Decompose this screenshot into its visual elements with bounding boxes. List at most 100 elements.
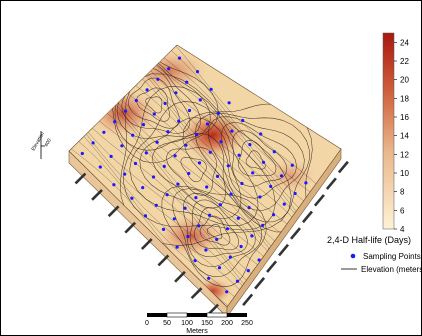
sampling-point-legend-marker	[350, 253, 356, 259]
sampling-point-5	[161, 227, 166, 231]
sampling-point-85	[248, 143, 252, 147]
sampling-point-0	[80, 151, 84, 156]
sampling-point-71	[174, 91, 178, 95]
contour-line	[113, 107, 272, 264]
contour-line	[194, 207, 239, 251]
sampling-point-22	[133, 161, 138, 166]
sampling-point-40	[123, 109, 128, 113]
right-axis-tick	[337, 160, 349, 174]
sampling-point-32	[144, 151, 148, 155]
scale-seg-1	[147, 313, 167, 317]
colorbar-tick-label-9: 6	[400, 206, 405, 215]
colorbar	[382, 32, 395, 230]
sampling-point-8	[207, 276, 211, 280]
sampling-point-28	[228, 255, 232, 259]
sampling-point-46	[218, 203, 222, 207]
sampling-point-48	[250, 234, 254, 238]
sampling-point-11	[109, 154, 113, 158]
sampling-point-10	[91, 141, 95, 145]
sampling-point-36	[207, 213, 212, 217]
colorbar-tick-label-10: 4	[400, 225, 405, 234]
sampling-point-98	[304, 181, 308, 185]
colorbar-tick-label-1: 22	[400, 57, 409, 66]
z-axis-label: Elevation	[31, 131, 47, 152]
contour-line	[107, 113, 265, 271]
sampling-point-66	[240, 181, 244, 186]
colorbar-tick-label-6: 12	[400, 150, 409, 159]
sampling-point-53	[184, 143, 188, 147]
contour-line	[78, 141, 237, 299]
sampling-point-42	[155, 140, 159, 144]
sampling-point-38	[239, 244, 243, 249]
colorbar-tick-label-5: 14	[400, 132, 409, 141]
contour-line	[146, 75, 305, 231]
contour-line	[135, 85, 293, 243]
right-axis-tick	[313, 194, 325, 207]
sampling-point-21	[120, 144, 124, 148]
sampling-point-41	[141, 123, 146, 127]
sampling-point-37	[225, 227, 230, 231]
left-axis-tick	[157, 254, 170, 267]
left-axis-ticks	[74, 172, 220, 316]
sampling-points	[80, 56, 326, 294]
contour-line	[136, 87, 170, 122]
scale-seg-3	[187, 313, 207, 317]
sampling-point-12	[123, 172, 127, 176]
legend-elevation: Elevation (meters)	[361, 265, 421, 274]
left-axis-tick	[207, 303, 220, 316]
sampling-point-31	[131, 133, 135, 137]
sampling-point-78	[282, 202, 286, 206]
contour-line	[128, 77, 180, 129]
left-axis-tick	[107, 205, 120, 218]
sampling-point-77	[269, 184, 273, 188]
sampling-point-60	[145, 88, 149, 92]
contour-line	[171, 50, 329, 208]
sampling-point-74	[219, 140, 223, 144]
colorbar-tick-label-2: 20	[400, 76, 409, 85]
colorbar-ticks: 24 22 20 18 16 14 12 10 8 6 4	[394, 38, 409, 234]
contour-line	[86, 133, 246, 290]
sampling-point-57	[247, 206, 251, 210]
sampling-point-3	[130, 196, 134, 200]
contour-line	[145, 96, 163, 114]
legend-sampling-points: Sampling Points	[363, 252, 421, 261]
contour-line	[116, 104, 276, 261]
sampling-point-67	[258, 195, 262, 199]
sampling-point-56	[229, 192, 233, 196]
right-axis-tick	[301, 210, 313, 224]
contour-line	[238, 140, 277, 177]
scale-seg-4	[206, 312, 228, 318]
sampling-point-93	[227, 101, 231, 105]
contour-line	[182, 103, 313, 233]
sampling-point-43	[173, 154, 177, 158]
sampling-point-81	[185, 80, 189, 84]
contour-line	[121, 99, 280, 256]
sampling-point-88	[293, 191, 297, 196]
contour-line	[194, 112, 310, 223]
colorbar-tick-label-0: 24	[400, 38, 409, 47]
sampling-point-61	[163, 101, 167, 105]
right-axis-tick	[254, 277, 266, 290]
scale-bar: 0 50 100 150 200 250 Meters	[145, 312, 253, 335]
sampling-point-89	[311, 205, 315, 209]
right-axis-ticks	[242, 160, 349, 307]
sampling-point-86	[261, 160, 266, 164]
sampling-point-47	[236, 216, 240, 220]
contour-line	[87, 132, 247, 288]
sampling-point-52	[166, 130, 170, 134]
sampling-point-33	[162, 164, 166, 168]
left-axis-tick	[124, 221, 137, 234]
sampling-point-7	[193, 259, 197, 263]
contour-line	[147, 73, 308, 229]
left-axis-tick	[74, 172, 87, 185]
left-axis-tick	[140, 238, 153, 250]
scale-seg-5	[227, 313, 247, 317]
scale-tick-1: 50	[163, 320, 171, 327]
sampling-point-92	[209, 87, 213, 91]
scale-tick-4: 200	[221, 320, 233, 327]
sampling-point-75	[237, 153, 241, 157]
sampling-point-18	[217, 266, 222, 270]
sampling-point-17	[204, 248, 208, 252]
